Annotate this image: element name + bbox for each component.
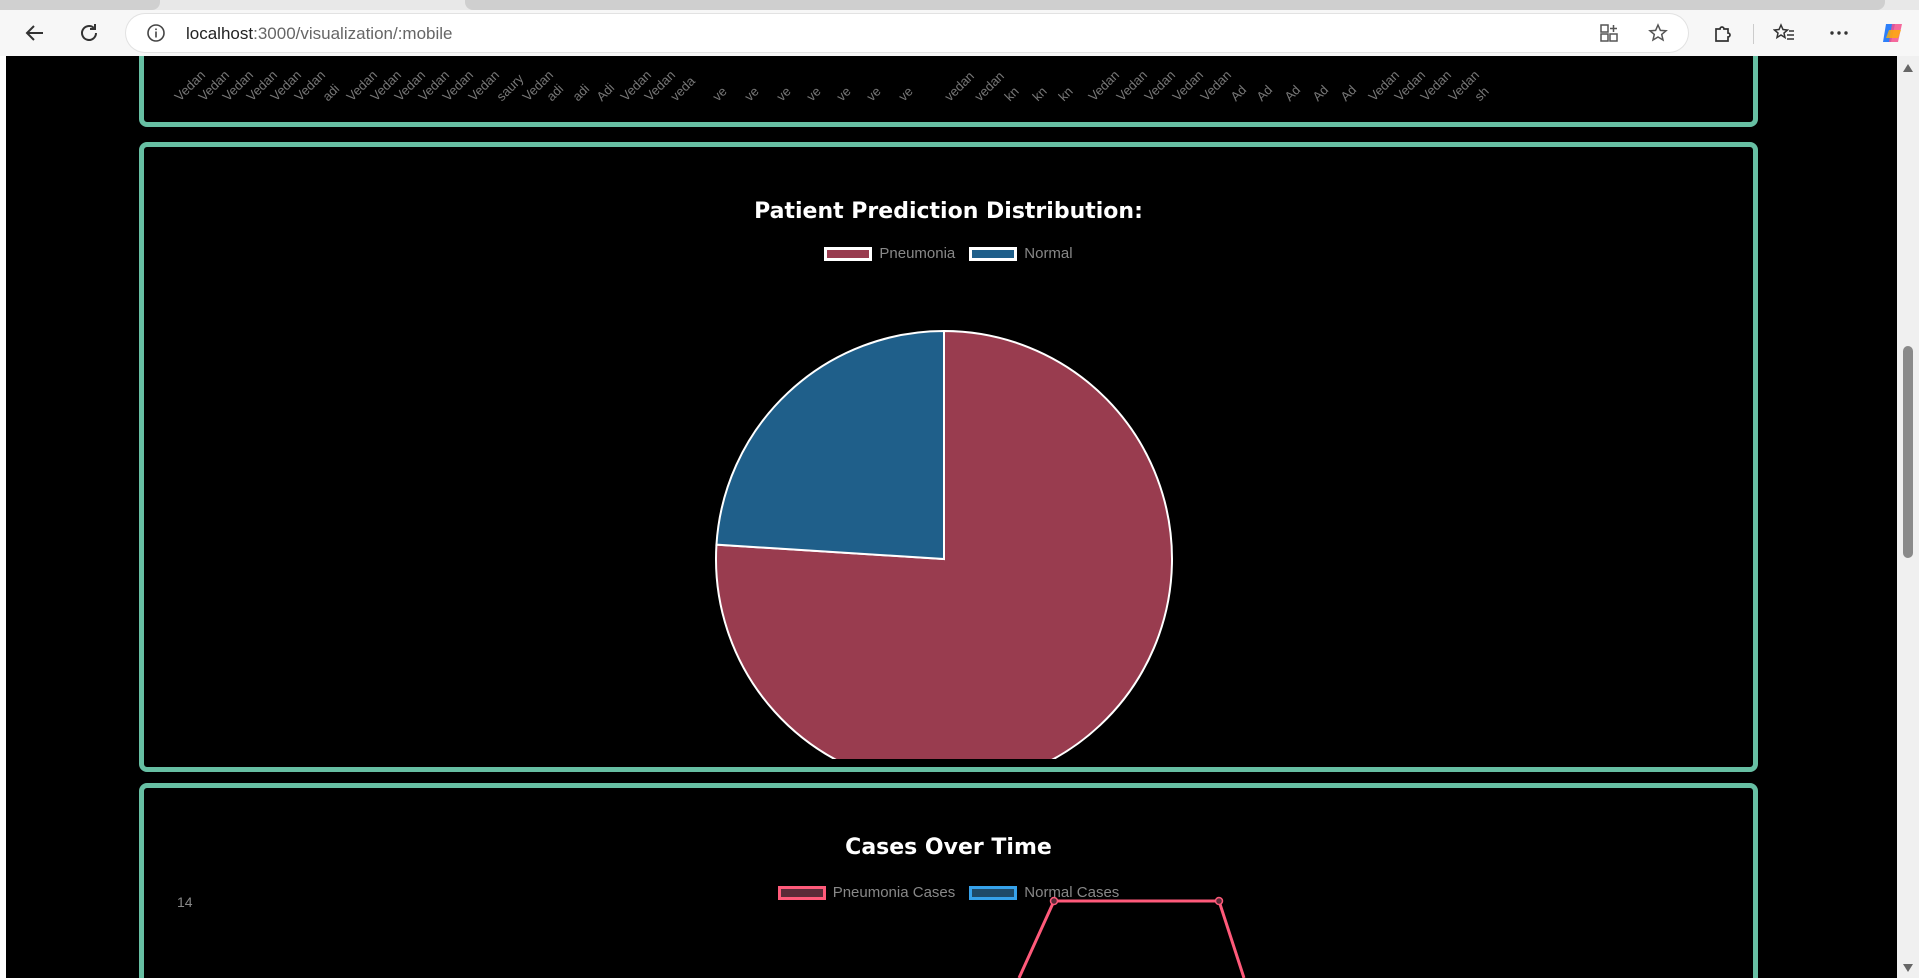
scroll-down-arrow-icon[interactable] — [1903, 964, 1913, 972]
refresh-button[interactable] — [72, 17, 106, 49]
favorites-button[interactable] — [1767, 17, 1801, 49]
line-chart-title: Cases Over Time — [845, 835, 1052, 860]
puzzle-icon — [1715, 26, 1731, 42]
legend-item[interactable]: Normal — [969, 245, 1073, 262]
copilot-icon — [1883, 24, 1902, 42]
line-chart — [1017, 896, 1246, 978]
legend-label: Normal Cases — [1024, 884, 1120, 901]
legend-swatch — [824, 246, 873, 261]
x-tick-label: ve — [709, 83, 730, 104]
x-tick-label: kn — [1001, 83, 1022, 104]
more-dots-icon — [1830, 31, 1848, 35]
bar-chart-card: Vedan Vedan Vedan Vedan Vedan Vedan adi Vedan Ve… — [139, 56, 1758, 127]
tab-strip-area — [465, 0, 1885, 10]
x-tick-label: sh — [1471, 83, 1492, 104]
x-tick-label: Vedan — [1169, 67, 1207, 104]
x-tick-label: Ad — [1309, 82, 1332, 104]
pie-chart-title: Patient Prediction Distribution: — [754, 199, 1143, 224]
x-tick-label: Vedan — [1085, 67, 1123, 104]
legend-swatch — [969, 246, 1018, 261]
tab-strip — [0, 0, 1919, 10]
x-tick-label: adi — [569, 81, 593, 104]
x-tick-label: Vedan — [1141, 67, 1179, 104]
x-tick-label: vedan — [941, 68, 978, 104]
x-tick-label: Vedan — [1113, 67, 1151, 104]
legend-item[interactable]: Normal Cases — [969, 884, 1119, 901]
x-tick-label: Ad — [1281, 82, 1304, 104]
x-tick-label: Ad — [1253, 82, 1276, 104]
x-tick-label: adi — [319, 81, 343, 104]
data-point[interactable] — [1049, 896, 1059, 906]
url-text[interactable]: localhost:3000/visualization/:mobile — [186, 24, 453, 44]
info-icon[interactable] — [146, 23, 166, 43]
page-content: Vedan Vedan Vedan Vedan Vedan Vedan adi Vedan Ve… — [6, 56, 1897, 978]
data-point[interactable] — [1214, 896, 1224, 906]
address-bar[interactable]: localhost:3000/visualization/:mobile — [126, 14, 1688, 52]
pie-slice-pneumonia[interactable] — [715, 329, 1173, 759]
x-tick-label: ve — [773, 83, 794, 104]
pie-chart-card: Patient Prediction Distribution: Pneumon… — [139, 142, 1758, 772]
line-chart-legend: Pneumonia Cases Normal Cases — [144, 884, 1753, 901]
line-chart-card: Cases Over Time Pneumonia Cases Normal Ca… — [139, 783, 1758, 978]
url-path: :3000/visualization/:mobile — [253, 24, 453, 43]
scroll-up-arrow-icon[interactable] — [1903, 64, 1913, 72]
x-tick-label: ve — [741, 83, 762, 104]
url-host: localhost — [186, 24, 254, 43]
legend-swatch — [969, 885, 1018, 900]
browser-toolbar: localhost:3000/visualization/:mobile — [0, 10, 1919, 56]
x-tick-label: vedan — [971, 68, 1008, 104]
favorite-star-icon[interactable] — [1648, 23, 1668, 43]
x-tick-label: kn — [1055, 83, 1076, 104]
back-button[interactable] — [18, 17, 52, 49]
extensions-button[interactable] — [1706, 17, 1740, 49]
legend-item[interactable]: Pneumonia Cases — [777, 884, 956, 901]
pie-chart-legend: Pneumonia Normal — [144, 245, 1753, 262]
favorites-list-icon — [1773, 23, 1794, 40]
copilot-button[interactable] — [1876, 17, 1910, 49]
pie-slice-normal[interactable] — [715, 329, 945, 561]
x-tick-label: Vedan — [1197, 67, 1235, 104]
x-tick-label: ve — [803, 83, 824, 104]
more-menu-button[interactable] — [1822, 17, 1856, 49]
x-tick-label: Ad — [1227, 82, 1250, 104]
legend-swatch — [777, 885, 826, 900]
y-axis-tick-label: 14 — [177, 894, 193, 910]
legend-label: Normal — [1024, 245, 1073, 262]
x-tick-label: Adi — [593, 80, 618, 104]
pie-chart — [715, 329, 1173, 759]
legend-label: Pneumonia — [879, 245, 956, 262]
x-tick-label: kn — [1029, 83, 1050, 104]
x-tick-label: ve — [895, 83, 916, 104]
vertical-scrollbar[interactable] — [1897, 56, 1919, 978]
x-tick-label: ve — [863, 83, 884, 104]
scrollbar-thumb[interactable] — [1903, 346, 1913, 558]
x-tick-label: ve — [833, 83, 854, 104]
back-arrow-icon — [25, 25, 43, 41]
legend-label: Pneumonia Cases — [832, 884, 956, 901]
x-axis-tick-labels: Vedan Vedan Vedan Vedan Vedan Vedan adi Vedan Ve… — [144, 56, 1753, 122]
toolbar-divider — [1753, 24, 1754, 44]
active-tab[interactable] — [0, 0, 160, 10]
x-tick-label: Ad — [1337, 82, 1360, 104]
legend-item[interactable]: Pneumonia — [824, 245, 955, 262]
app-available-icon[interactable] — [1599, 23, 1619, 43]
refresh-icon — [81, 24, 97, 41]
pneumonia-cases-line — [1017, 899, 1246, 978]
